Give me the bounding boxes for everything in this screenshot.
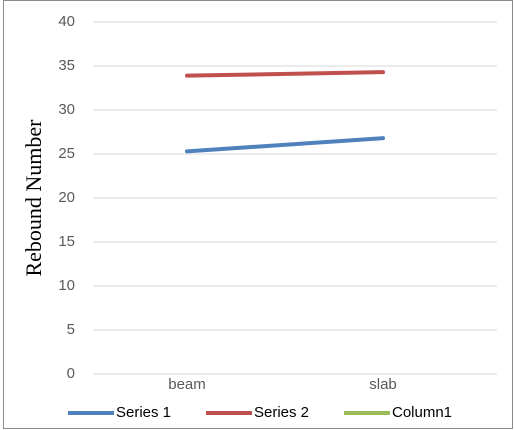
legend-label: Column1 bbox=[392, 404, 452, 421]
y-tick-label: 20 bbox=[58, 189, 75, 206]
x-tick-label: slab bbox=[369, 376, 397, 393]
y-tick-label: 35 bbox=[58, 57, 75, 74]
legend-label: Series 2 bbox=[254, 404, 309, 421]
x-tick-label: beam bbox=[168, 376, 206, 393]
legend-label: Series 1 bbox=[116, 404, 171, 421]
y-tick-label: 40 bbox=[58, 13, 75, 30]
y-tick-label: 25 bbox=[58, 145, 75, 162]
y-tick-label: 0 bbox=[67, 365, 75, 382]
y-tick-label: 5 bbox=[67, 321, 75, 338]
series-line bbox=[185, 70, 385, 78]
y-tick-label: 30 bbox=[58, 101, 75, 118]
series-line bbox=[185, 136, 385, 154]
y-tick-label: 10 bbox=[58, 277, 75, 294]
y-axis-title: Rebound Number bbox=[21, 119, 46, 277]
y-tick-label: 15 bbox=[58, 233, 75, 250]
chart-border bbox=[3, 0, 513, 429]
